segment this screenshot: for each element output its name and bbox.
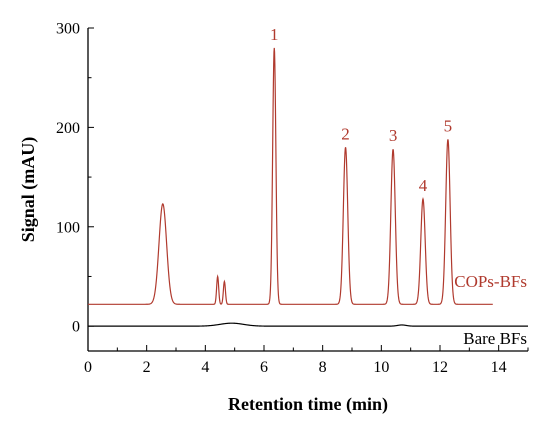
y-tick-label: 0 [72, 319, 80, 336]
peak-label: 4 [419, 176, 428, 195]
y-axis-title: Signal (mAU) [18, 137, 39, 243]
series-line-1 [88, 322, 528, 327]
x-tick-label: 0 [84, 359, 92, 376]
x-tick-label: 2 [143, 359, 151, 376]
peak-label: 1 [270, 25, 279, 44]
labels-layer: COPs-BFs Bare BFs 1 2 3 4 5 [270, 25, 527, 348]
x-tick-label: 8 [319, 359, 327, 376]
y-tick-label: 200 [56, 120, 80, 137]
series-line-0 [88, 47, 493, 305]
x-tick-label: 4 [201, 359, 209, 376]
y-tick-label: 100 [56, 219, 80, 236]
x-axis-title: Retention time (min) [228, 394, 388, 415]
y-tick-label: 300 [56, 21, 80, 38]
x-tick-label: 10 [373, 359, 389, 376]
x-tick-label: 12 [432, 359, 448, 376]
peak-label: 3 [389, 126, 398, 145]
series-layer [88, 47, 528, 327]
peak-label: 2 [341, 124, 350, 143]
x-tick-label: 6 [260, 359, 268, 376]
series-name-label: COPs-BFs [454, 272, 527, 291]
x-tick-label: 14 [491, 359, 507, 376]
plot-frame [87, 28, 528, 352]
series-name-label: Bare BFs [463, 329, 527, 348]
peak-label: 5 [444, 116, 453, 135]
